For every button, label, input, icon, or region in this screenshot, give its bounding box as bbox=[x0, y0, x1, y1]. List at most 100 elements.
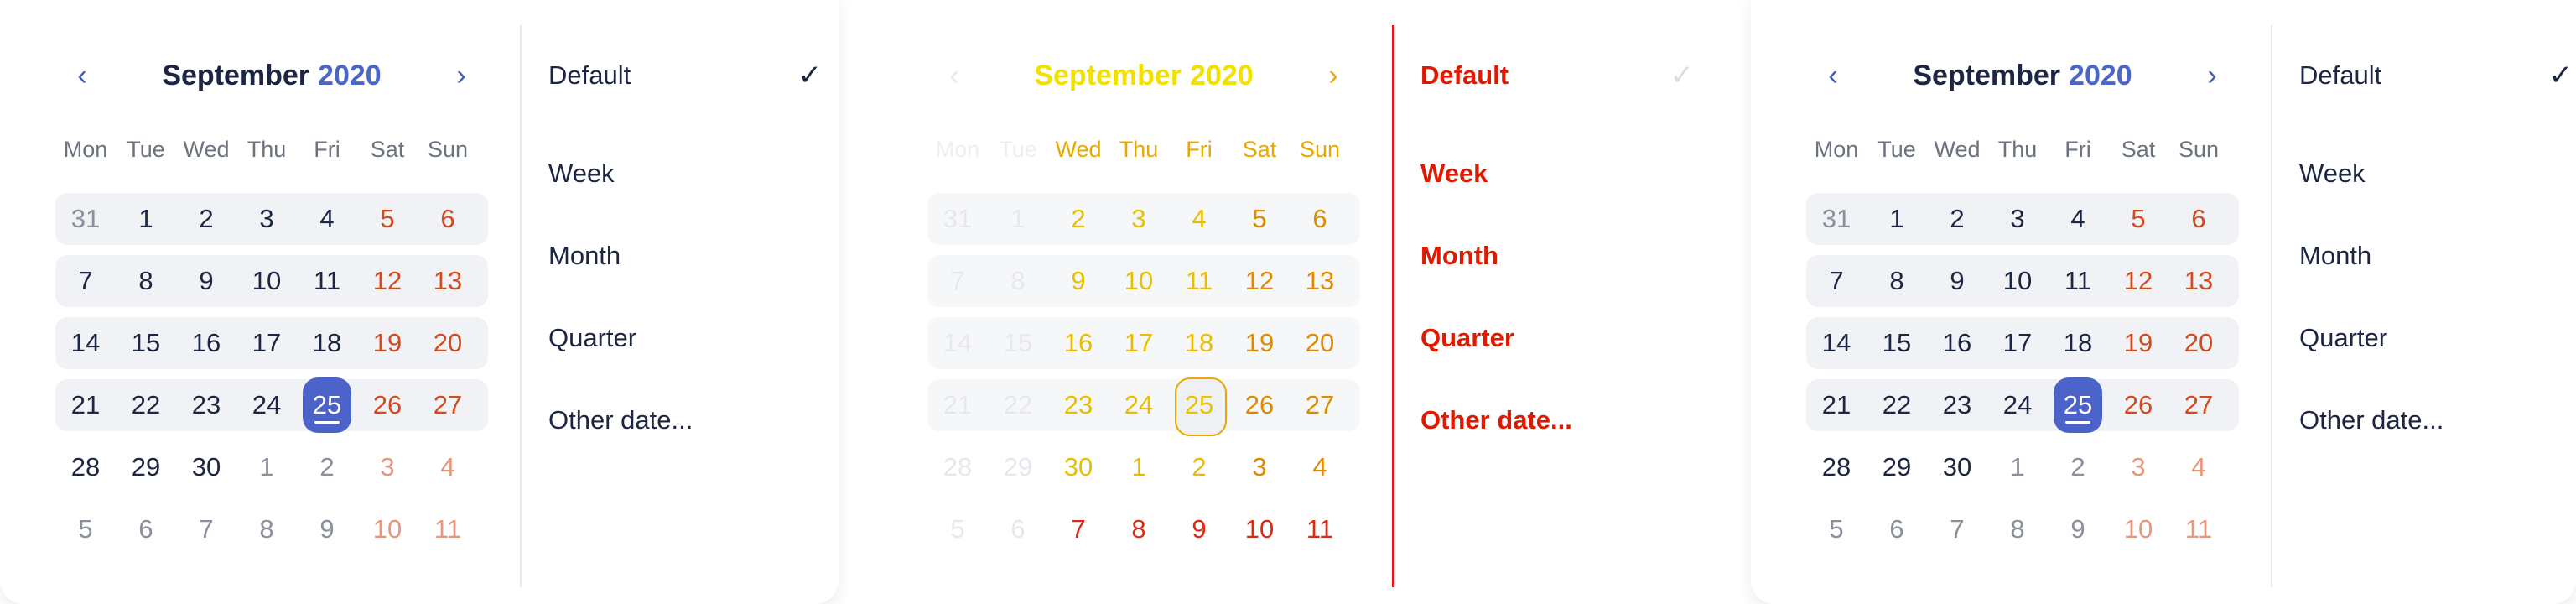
day-cell[interactable]: 7 bbox=[1048, 505, 1109, 554]
day-cell[interactable]: 5 bbox=[357, 195, 418, 243]
day-cell[interactable]: 4 bbox=[1290, 443, 1350, 492]
day-cell[interactable]: 5 bbox=[1806, 505, 1867, 554]
day-cell[interactable]: 7 bbox=[1806, 257, 1867, 305]
day-cell[interactable]: 11 bbox=[2168, 505, 2229, 554]
day-cell[interactable]: 20 bbox=[418, 319, 478, 367]
day-cell[interactable]: 8 bbox=[988, 257, 1048, 305]
menu-item-other-date[interactable]: Other date... bbox=[1420, 379, 1697, 461]
menu-item-month[interactable]: Month bbox=[548, 215, 825, 297]
day-cell[interactable]: 19 bbox=[1229, 319, 1290, 367]
day-cell[interactable]: 4 bbox=[297, 195, 357, 243]
day-cell[interactable]: 11 bbox=[1169, 257, 1229, 305]
day-cell[interactable]: 31 bbox=[927, 195, 988, 243]
day-cell[interactable]: 23 bbox=[1048, 381, 1109, 430]
day-cell[interactable]: 10 bbox=[1987, 257, 2048, 305]
day-cell[interactable]: 10 bbox=[2108, 505, 2168, 554]
day-cell[interactable]: 24 bbox=[236, 381, 297, 430]
day-cell[interactable]: 3 bbox=[1229, 443, 1290, 492]
next-month-button[interactable]: › bbox=[444, 59, 478, 92]
day-cell[interactable]: 9 bbox=[176, 257, 236, 305]
day-cell[interactable]: 8 bbox=[1987, 505, 2048, 554]
day-cell[interactable]: 6 bbox=[1290, 195, 1350, 243]
day-cell[interactable]: 27 bbox=[1290, 381, 1350, 430]
menu-item-week[interactable]: Week bbox=[2299, 133, 2576, 215]
menu-item-month[interactable]: Month bbox=[1420, 215, 1697, 297]
day-cell[interactable]: 1 bbox=[1867, 195, 1927, 243]
day-cell[interactable]: 17 bbox=[236, 319, 297, 367]
day-cell[interactable]: 24 bbox=[1109, 381, 1169, 430]
menu-item-quarter[interactable]: Quarter bbox=[1420, 297, 1697, 379]
prev-month-button[interactable]: ‹ bbox=[65, 59, 99, 92]
menu-item-week[interactable]: Week bbox=[1420, 133, 1697, 215]
day-cell[interactable]: 10 bbox=[357, 505, 418, 554]
day-cell[interactable]: 8 bbox=[116, 257, 176, 305]
day-cell[interactable]: 4 bbox=[1169, 195, 1229, 243]
day-cell[interactable]: 16 bbox=[1927, 319, 1987, 367]
day-cell[interactable]: 2 bbox=[297, 443, 357, 492]
day-cell[interactable]: 13 bbox=[2168, 257, 2229, 305]
menu-item-default[interactable]: Default ✓ bbox=[2299, 50, 2576, 101]
day-cell-today[interactable]: 25 bbox=[2048, 378, 2108, 433]
day-cell[interactable]: 3 bbox=[1109, 195, 1169, 243]
day-cell[interactable]: 10 bbox=[1109, 257, 1169, 305]
day-cell[interactable]: 6 bbox=[2168, 195, 2229, 243]
day-cell[interactable]: 5 bbox=[927, 505, 988, 554]
day-cell[interactable]: 28 bbox=[55, 443, 116, 492]
day-cell[interactable]: 16 bbox=[176, 319, 236, 367]
day-cell[interactable]: 20 bbox=[2168, 319, 2229, 367]
day-cell[interactable]: 13 bbox=[418, 257, 478, 305]
day-cell[interactable]: 29 bbox=[1867, 443, 1927, 492]
day-cell[interactable]: 14 bbox=[55, 319, 116, 367]
day-cell[interactable]: 11 bbox=[418, 505, 478, 554]
next-month-button[interactable]: › bbox=[1317, 59, 1350, 92]
day-cell[interactable]: 15 bbox=[1867, 319, 1927, 367]
day-cell[interactable]: 17 bbox=[1109, 319, 1169, 367]
day-cell[interactable]: 26 bbox=[2108, 381, 2168, 430]
day-cell[interactable]: 12 bbox=[2108, 257, 2168, 305]
day-cell-today[interactable]: 25 bbox=[297, 378, 357, 433]
day-cell[interactable]: 12 bbox=[357, 257, 418, 305]
day-cell[interactable]: 18 bbox=[297, 319, 357, 367]
day-cell[interactable]: 23 bbox=[176, 381, 236, 430]
day-cell[interactable]: 3 bbox=[236, 195, 297, 243]
day-cell[interactable]: 2 bbox=[1927, 195, 1987, 243]
day-cell[interactable]: 12 bbox=[1229, 257, 1290, 305]
month-year-title[interactable]: September 2020 bbox=[162, 60, 381, 92]
day-cell[interactable]: 30 bbox=[1048, 443, 1109, 492]
day-cell[interactable]: 11 bbox=[1290, 505, 1350, 554]
day-cell[interactable]: 22 bbox=[116, 381, 176, 430]
day-cell[interactable]: 14 bbox=[927, 319, 988, 367]
day-cell[interactable]: 2 bbox=[176, 195, 236, 243]
day-cell[interactable]: 7 bbox=[927, 257, 988, 305]
day-cell[interactable]: 9 bbox=[297, 505, 357, 554]
day-cell[interactable]: 30 bbox=[1927, 443, 1987, 492]
menu-item-default[interactable]: Default ✓ bbox=[1420, 50, 1697, 101]
day-cell[interactable]: 29 bbox=[116, 443, 176, 492]
day-cell[interactable]: 2 bbox=[1048, 195, 1109, 243]
day-cell[interactable]: 27 bbox=[2168, 381, 2229, 430]
day-cell[interactable]: 8 bbox=[1867, 257, 1927, 305]
menu-item-other-date[interactable]: Other date... bbox=[548, 379, 825, 461]
next-month-button[interactable]: › bbox=[2195, 59, 2229, 92]
month-year-title[interactable]: September 2020 bbox=[1913, 60, 2132, 92]
prev-month-button[interactable]: ‹ bbox=[937, 59, 971, 92]
day-cell[interactable]: 31 bbox=[1806, 195, 1867, 243]
day-cell[interactable]: 1 bbox=[116, 195, 176, 243]
day-cell[interactable]: 1 bbox=[1987, 443, 2048, 492]
day-cell[interactable]: 5 bbox=[2108, 195, 2168, 243]
day-cell[interactable]: 7 bbox=[55, 257, 116, 305]
day-cell[interactable]: 22 bbox=[988, 381, 1048, 430]
day-cell[interactable]: 22 bbox=[1867, 381, 1927, 430]
day-cell[interactable]: 6 bbox=[988, 505, 1048, 554]
prev-month-button[interactable]: ‹ bbox=[1816, 59, 1850, 92]
day-cell[interactable]: 18 bbox=[1169, 319, 1229, 367]
day-cell[interactable]: 7 bbox=[176, 505, 236, 554]
day-cell[interactable]: 2 bbox=[1169, 443, 1229, 492]
day-cell[interactable]: 9 bbox=[1169, 505, 1229, 554]
menu-item-quarter[interactable]: Quarter bbox=[548, 297, 825, 379]
day-cell[interactable]: 28 bbox=[927, 443, 988, 492]
day-cell[interactable]: 5 bbox=[1229, 195, 1290, 243]
day-cell[interactable]: 8 bbox=[1109, 505, 1169, 554]
day-cell[interactable]: 4 bbox=[418, 443, 478, 492]
day-cell[interactable]: 24 bbox=[1987, 381, 2048, 430]
